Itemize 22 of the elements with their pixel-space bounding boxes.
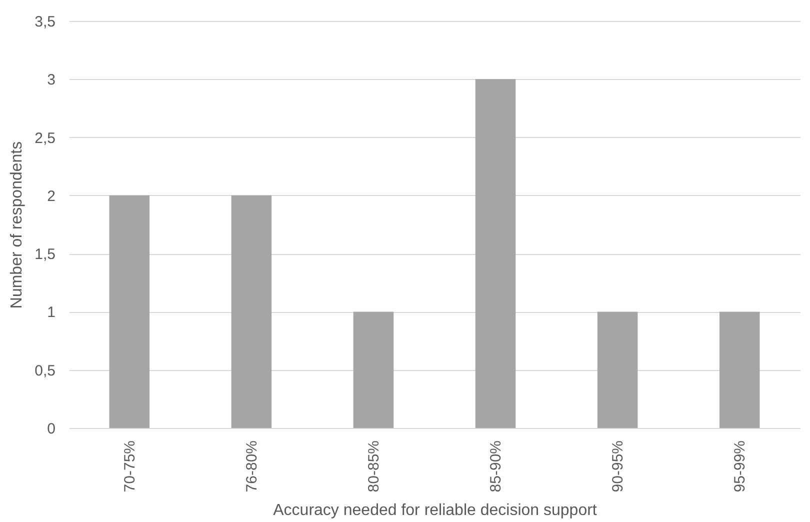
y-tick-label: 0,5 bbox=[34, 362, 56, 380]
x-tick-label: 85-90% bbox=[488, 440, 505, 492]
y-tick-label: 0 bbox=[47, 420, 56, 438]
y-tick-label: 3,5 bbox=[34, 14, 56, 30]
y-tick-label: 2 bbox=[47, 188, 56, 205]
y-tick-label: 2,5 bbox=[34, 130, 56, 147]
bar bbox=[719, 312, 760, 428]
bar bbox=[597, 312, 638, 428]
x-tick-label: 70-75% bbox=[121, 440, 138, 492]
bar bbox=[109, 195, 150, 428]
x-axis-title: Accuracy needed for reliable decision support bbox=[273, 502, 598, 520]
y-tick-label: 3 bbox=[47, 72, 56, 89]
x-tick-label: 90-95% bbox=[610, 440, 627, 492]
y-tick-label: 1,5 bbox=[34, 246, 56, 264]
x-tick-label: 95-99% bbox=[732, 440, 749, 492]
y-axis-title: Number of respondents bbox=[8, 141, 26, 309]
bar bbox=[353, 312, 394, 428]
bar bbox=[475, 79, 516, 428]
bar bbox=[231, 195, 272, 428]
x-tick-label: 80-85% bbox=[365, 440, 382, 492]
x-tick-label: 76-80% bbox=[243, 440, 260, 492]
y-tick-label: 1 bbox=[47, 304, 56, 322]
